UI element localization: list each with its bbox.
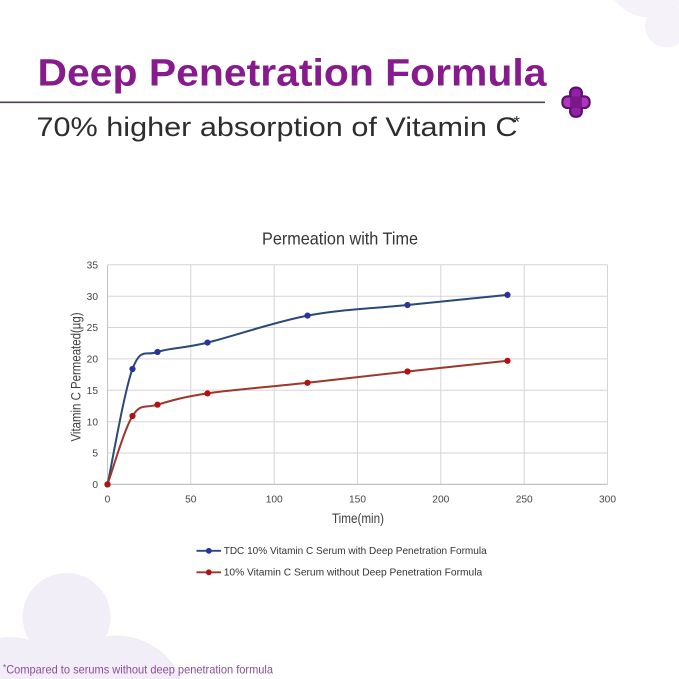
svg-text:35: 35 — [87, 260, 99, 271]
svg-text:250: 250 — [516, 495, 533, 506]
svg-text:15: 15 — [87, 386, 99, 397]
svg-text:150: 150 — [349, 495, 366, 506]
svg-text:300: 300 — [599, 495, 616, 506]
svg-text:30: 30 — [87, 292, 99, 303]
svg-text:0: 0 — [105, 495, 111, 506]
svg-text:Vitamin C Permeated(µg): Vitamin C Permeated(µg) — [68, 313, 84, 442]
svg-text:Permeation with Time: Permeation with Time — [262, 229, 418, 249]
svg-text:100: 100 — [266, 495, 283, 506]
svg-text:20: 20 — [87, 355, 99, 366]
svg-text:*: * — [514, 114, 521, 132]
svg-text:0: 0 — [92, 480, 98, 491]
svg-text:200: 200 — [432, 495, 449, 506]
svg-text:Time(min): Time(min) — [332, 510, 384, 526]
svg-text:10% Vitamin C Serum without De: 10% Vitamin C Serum without Deep Penetra… — [224, 568, 483, 579]
svg-text:25: 25 — [87, 323, 99, 334]
svg-text:TDC 10% Vitamin C Serum with D: TDC 10% Vitamin C Serum with Deep Penetr… — [224, 546, 487, 557]
svg-text:50: 50 — [185, 495, 197, 506]
svg-text:70% higher absorption of Vitam: 70% higher absorption of Vitamin C — [37, 112, 518, 142]
svg-text:10: 10 — [87, 417, 99, 428]
svg-text:*Compared to serums without de: *Compared to serums without deep penetra… — [3, 663, 273, 677]
svg-text:5: 5 — [92, 449, 98, 460]
svg-text:Deep Penetration Formula: Deep Penetration Formula — [38, 53, 548, 95]
